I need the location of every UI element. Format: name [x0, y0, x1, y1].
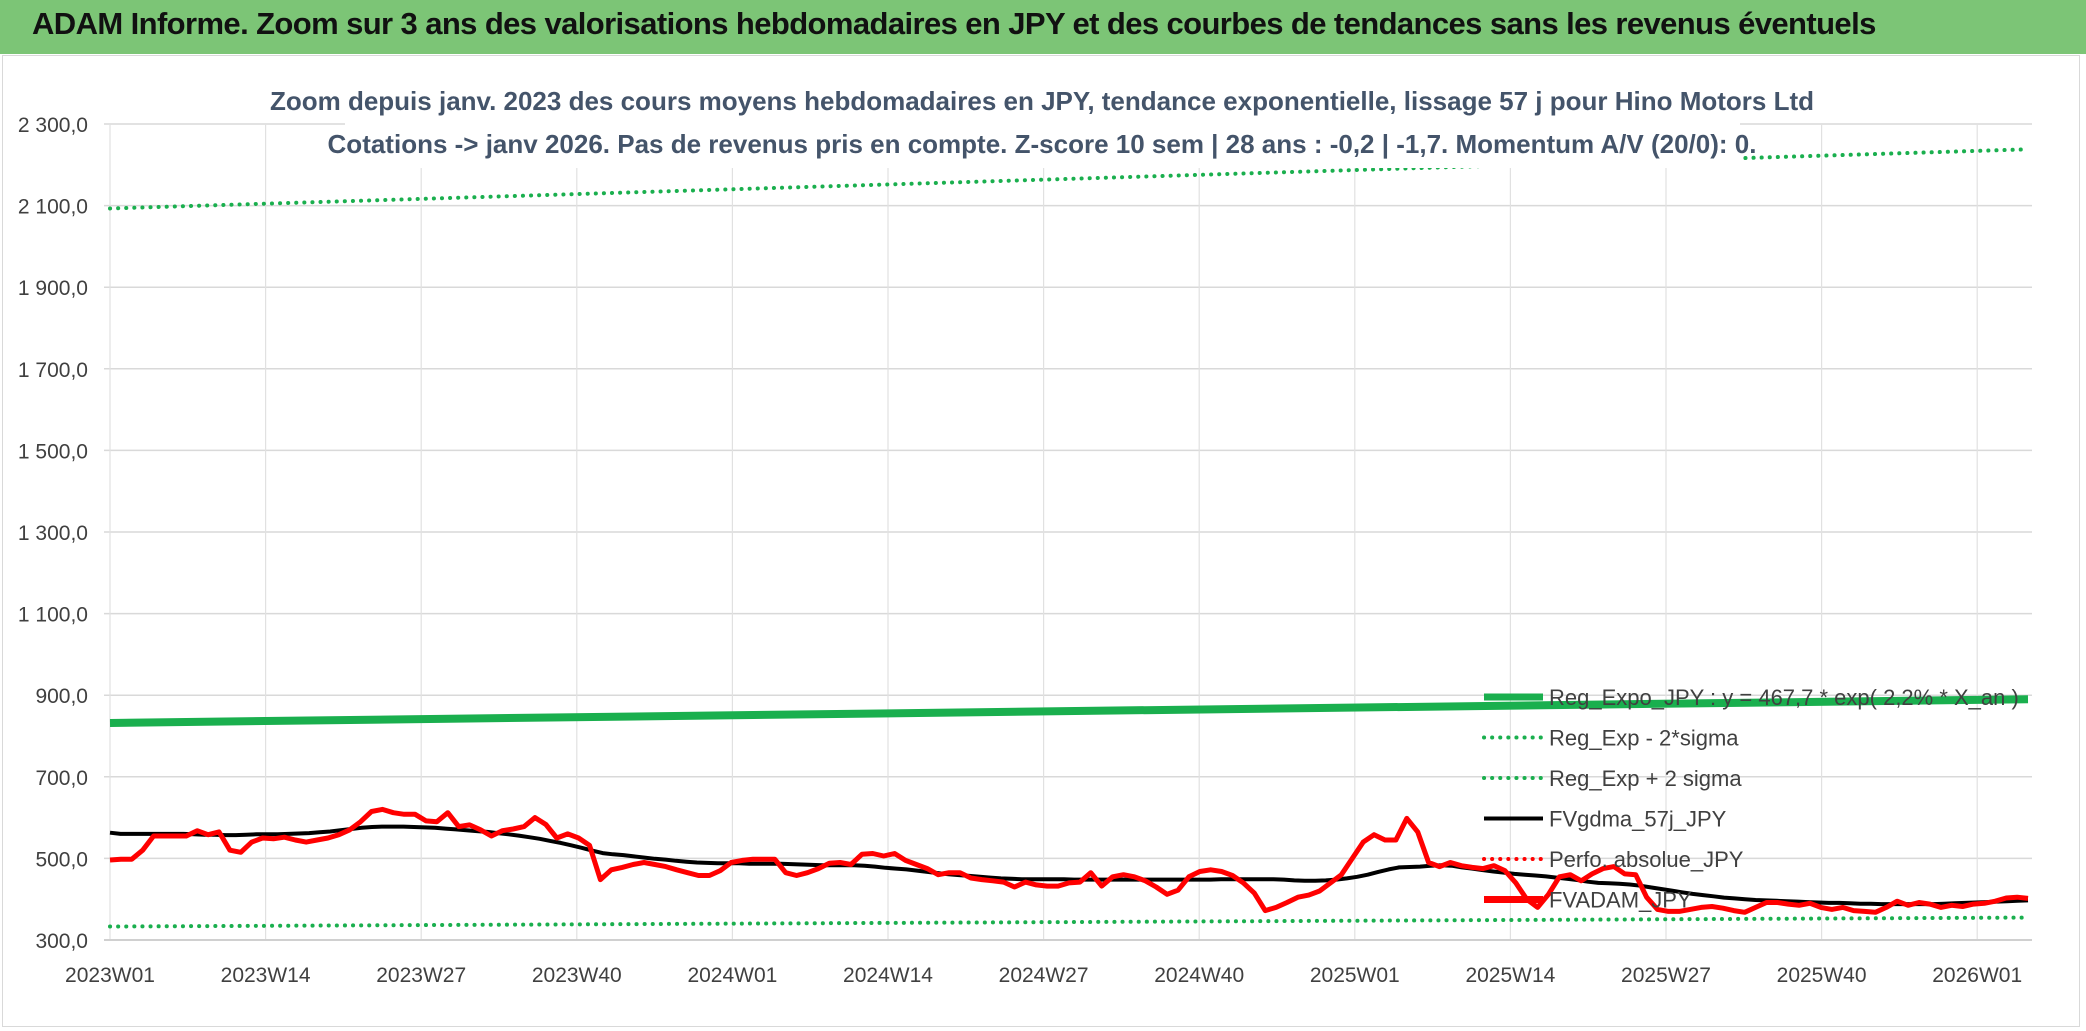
x-tick-label: 2026W01: [1932, 964, 2022, 987]
x-tick-label: 2023W14: [221, 964, 311, 987]
y-axis: 2 300,0 2 100,0 1 900,0 1 700,0 1 500,0 1 300…: [18, 114, 88, 953]
legend-label: Reg_Expo_JPY : y = 467,7 * exp( 2,2% * X…: [1549, 685, 2019, 710]
report-title: ADAM Informe. Zoom sur 3 ans des valoris…: [32, 6, 1876, 41]
x-tick-label: 2025W40: [1777, 964, 1867, 987]
y-tick-label: 1 500,0: [18, 440, 88, 463]
x-tick-label: 2025W01: [1310, 964, 1400, 987]
y-tick-label: 500,0: [35, 848, 88, 871]
x-tick-label: 2024W14: [843, 964, 933, 987]
chart-grid: [104, 123, 2032, 941]
chart-title-line-2: Cotations -> janv 2026. Pas de revenus p…: [328, 129, 1757, 159]
x-tick-label: 2023W27: [376, 964, 466, 987]
x-tick-label: 2024W40: [1154, 964, 1244, 987]
series-line: [108, 915, 2030, 929]
x-tick-label: 2023W01: [65, 964, 155, 987]
y-tick-label: 1 900,0: [18, 277, 88, 300]
x-tick-label: 2024W27: [999, 964, 1089, 987]
legend-label: FVgdma_57j_JPY: [1549, 807, 1727, 832]
series-line: [109, 824, 2029, 907]
x-tick-label: 2025W27: [1621, 964, 1711, 987]
report-banner: ADAM Informe. Zoom sur 3 ans des valoris…: [0, 0, 2086, 54]
series-line: [109, 695, 2029, 727]
x-tick-label: 2024W01: [687, 964, 777, 987]
y-tick-label: 900,0: [35, 685, 88, 708]
x-tick-label: 2023W40: [532, 964, 622, 987]
y-tick-label: 700,0: [35, 767, 88, 790]
legend-label: Reg_Exp - 2*sigma: [1549, 726, 1739, 751]
legend-label: FVADAM_JPY: [1549, 888, 1692, 913]
y-tick-label: 1 100,0: [18, 604, 88, 627]
y-tick-label: 1 700,0: [18, 359, 88, 382]
chart-series: [108, 147, 2030, 929]
y-tick-label: 2 100,0: [18, 196, 88, 219]
y-tick-label: 1 300,0: [18, 522, 88, 545]
x-axis: 2023W01 2023W14 2023W27 2023W40 2024W01 2024W…: [65, 964, 2022, 987]
chart-legend: Reg_Expo_JPY : y = 467,7 * exp( 2,2% * X…: [1482, 685, 2019, 913]
legend-label: Perfo. absolue_JPY: [1549, 847, 1744, 872]
x-tick-label: 2025W14: [1465, 964, 1555, 987]
legend-label: Reg_Exp + 2 sigma: [1549, 766, 1742, 791]
chart-frame: [2, 55, 2080, 1027]
y-tick-label: 2 300,0: [18, 114, 88, 137]
series-line: [109, 806, 2029, 915]
chart-title-line-1: Zoom depuis janv. 2023 des cours moyens …: [270, 86, 1814, 116]
chart-title-box: Zoom depuis janv. 2023 des cours moyens …: [270, 76, 1814, 168]
y-tick-label: 300,0: [35, 930, 88, 953]
